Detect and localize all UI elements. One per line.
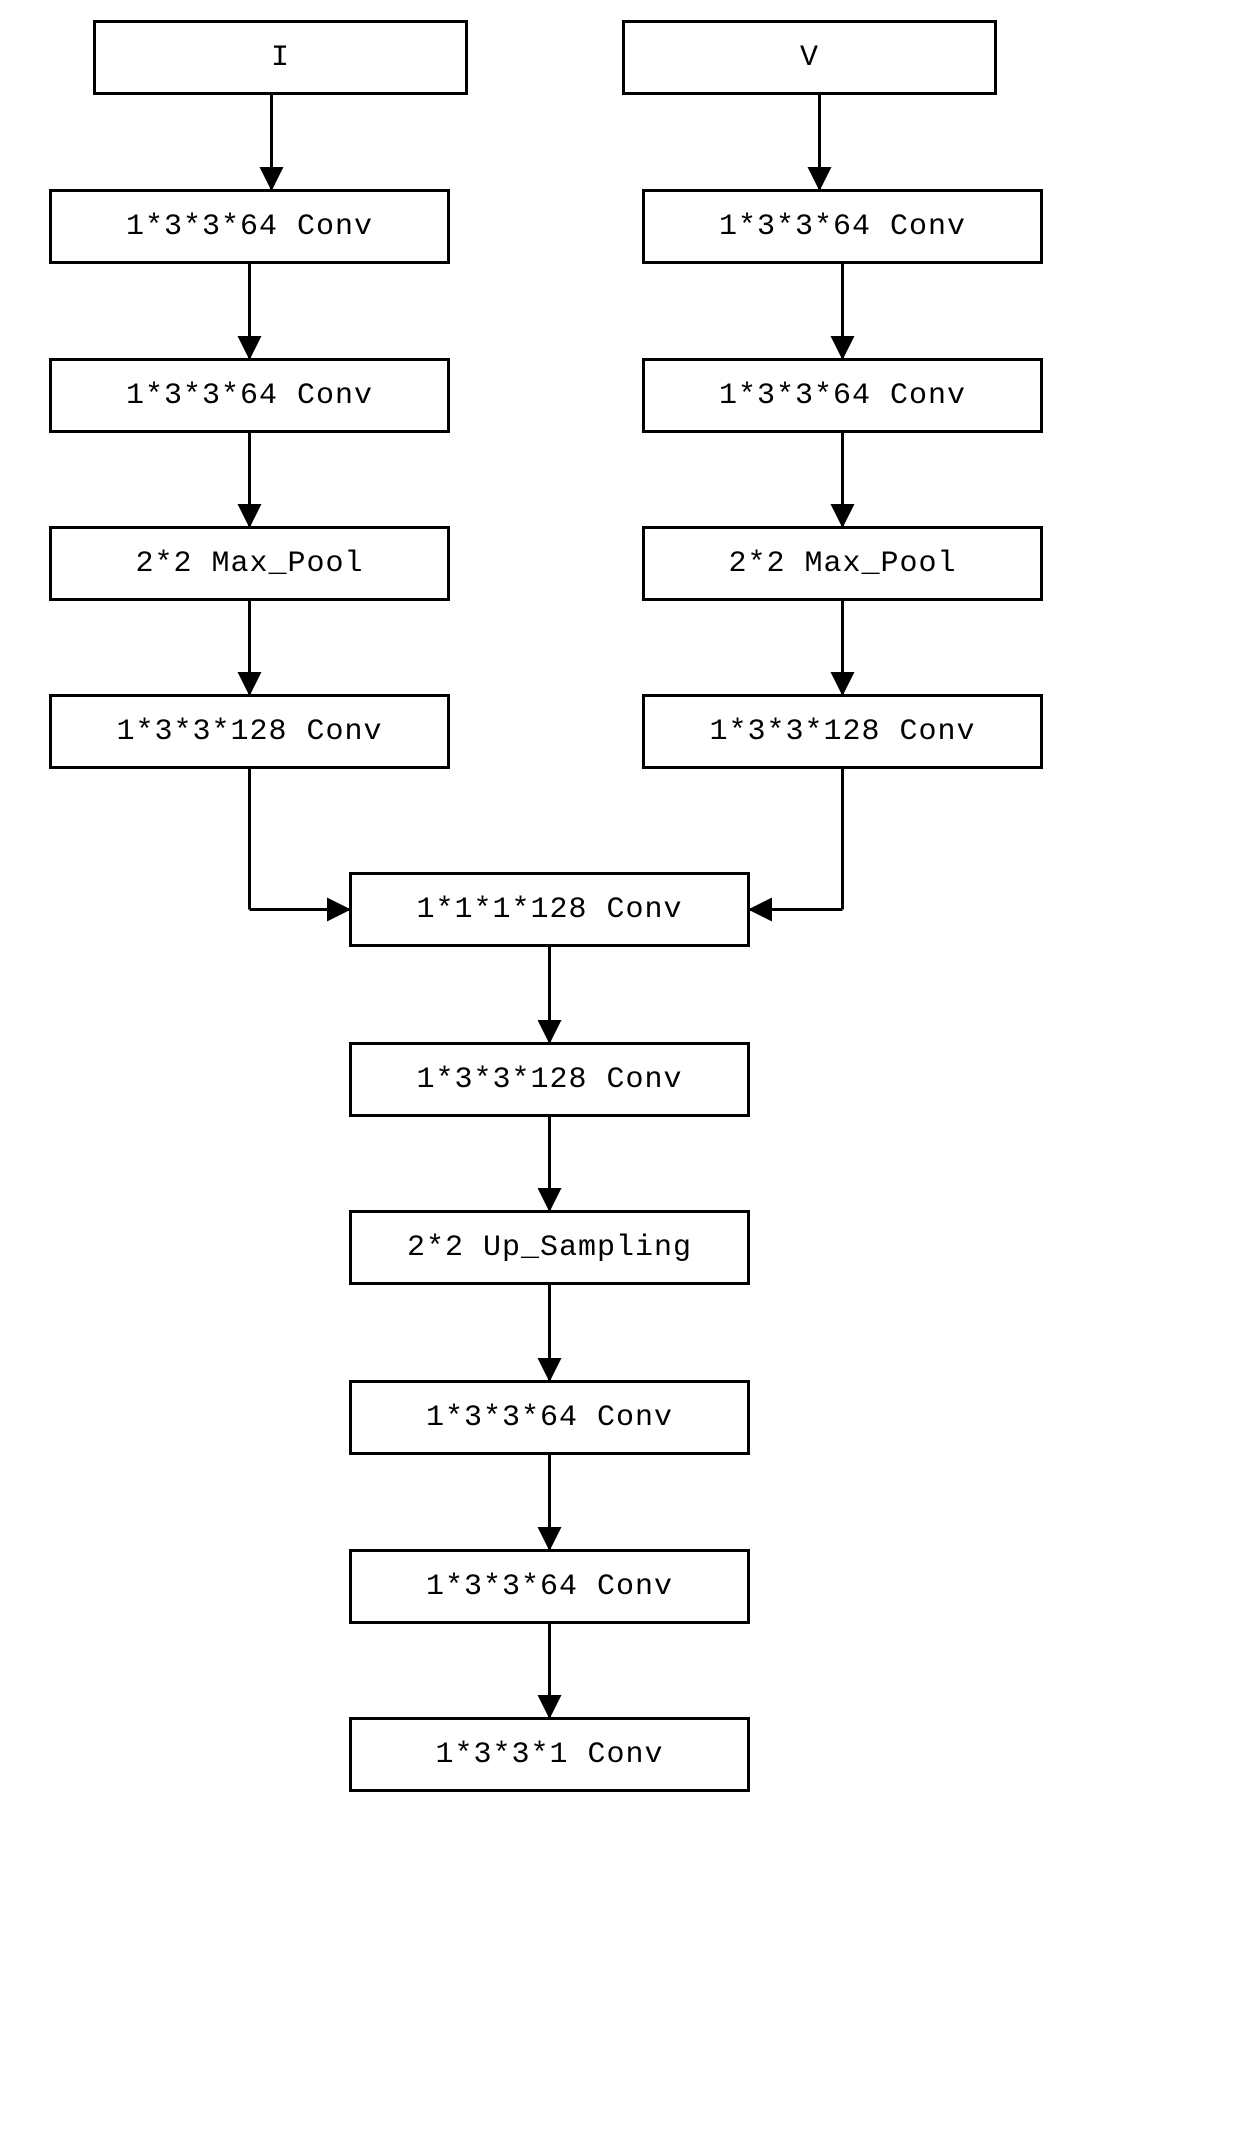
flowchart-node-r3: 2*2 Max_Pool	[642, 526, 1043, 601]
node-label: 2*2 Max_Pool	[135, 547, 363, 581]
flowchart-node-l4: 1*3*3*128 Conv	[49, 694, 450, 769]
node-label: 1*3*3*64 Conv	[719, 379, 966, 413]
flowchart-node-i: I	[93, 20, 468, 95]
flowchart-node-m2: 1*3*3*128 Conv	[349, 1042, 750, 1117]
node-label: 1*3*3*64 Conv	[719, 210, 966, 244]
flowchart-node-v: V	[622, 20, 997, 95]
flowchart-node-r1: 1*3*3*64 Conv	[642, 189, 1043, 264]
flowchart-node-r2: 1*3*3*64 Conv	[642, 358, 1043, 433]
flowchart-node-l2: 1*3*3*64 Conv	[49, 358, 450, 433]
node-label: I	[271, 41, 290, 75]
node-label: 2*2 Up_Sampling	[407, 1231, 692, 1265]
node-label: 2*2 Max_Pool	[728, 547, 956, 581]
flowchart-node-l3: 2*2 Max_Pool	[49, 526, 450, 601]
flowchart-node-r4: 1*3*3*128 Conv	[642, 694, 1043, 769]
node-label: 1*3*3*64 Conv	[126, 379, 373, 413]
flowchart-node-l1: 1*3*3*64 Conv	[49, 189, 450, 264]
flowchart-node-m4: 1*3*3*64 Conv	[349, 1380, 750, 1455]
flowchart-node-m3: 2*2 Up_Sampling	[349, 1210, 750, 1285]
node-label: 1*3*3*64 Conv	[426, 1570, 673, 1604]
node-label: 1*3*3*64 Conv	[426, 1401, 673, 1435]
flowchart-node-m6: 1*3*3*1 Conv	[349, 1717, 750, 1792]
flowchart-node-m1: 1*1*1*128 Conv	[349, 872, 750, 947]
node-label: 1*3*3*64 Conv	[126, 210, 373, 244]
node-label: 1*3*3*128 Conv	[416, 1063, 682, 1097]
node-label: 1*1*1*128 Conv	[416, 893, 682, 927]
node-label: 1*3*3*128 Conv	[709, 715, 975, 749]
node-label: 1*3*3*128 Conv	[116, 715, 382, 749]
flowchart-canvas: I 1*3*3*64 Conv 1*3*3*64 Conv 2*2 Max_Pool 1…	[0, 0, 1240, 2148]
node-label: 1*3*3*1 Conv	[435, 1738, 663, 1772]
node-label: V	[800, 41, 819, 75]
flowchart-node-m5: 1*3*3*64 Conv	[349, 1549, 750, 1624]
